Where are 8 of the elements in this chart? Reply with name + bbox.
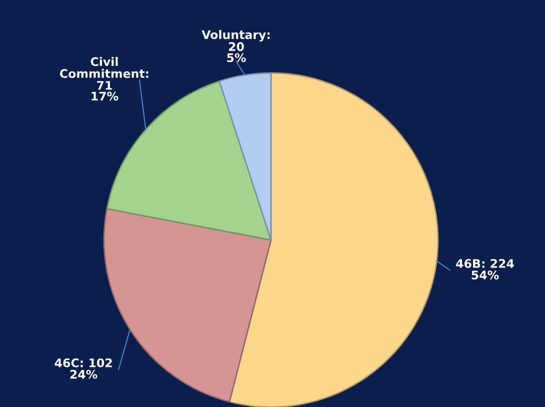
slice-label: 46B: 224 bbox=[456, 259, 514, 268]
data-label: 17% bbox=[92, 92, 118, 101]
data-label: 24% bbox=[70, 370, 98, 379]
slice-label: Civil Commitment: 71 bbox=[60, 56, 148, 90]
data-label: 54% bbox=[472, 270, 499, 280]
slice-label: 46C: 102 bbox=[54, 358, 112, 368]
slice-label: Voluntary: 20 bbox=[202, 30, 270, 52]
data-label: 5% bbox=[227, 53, 246, 62]
